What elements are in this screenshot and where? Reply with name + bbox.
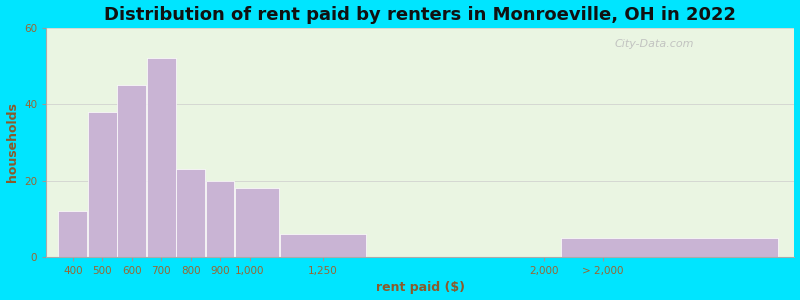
Y-axis label: households: households [6, 102, 18, 182]
Bar [561, 238, 778, 257]
Bar [280, 234, 366, 257]
Bar [146, 58, 175, 257]
Bar [58, 211, 87, 257]
Bar [176, 169, 205, 257]
Bar [118, 85, 146, 257]
Bar [235, 188, 278, 257]
X-axis label: rent paid ($): rent paid ($) [376, 281, 465, 294]
Bar [88, 112, 117, 257]
Bar [206, 181, 234, 257]
Title: Distribution of rent paid by renters in Monroeville, OH in 2022: Distribution of rent paid by renters in … [104, 6, 736, 24]
Text: City-Data.com: City-Data.com [615, 39, 694, 49]
